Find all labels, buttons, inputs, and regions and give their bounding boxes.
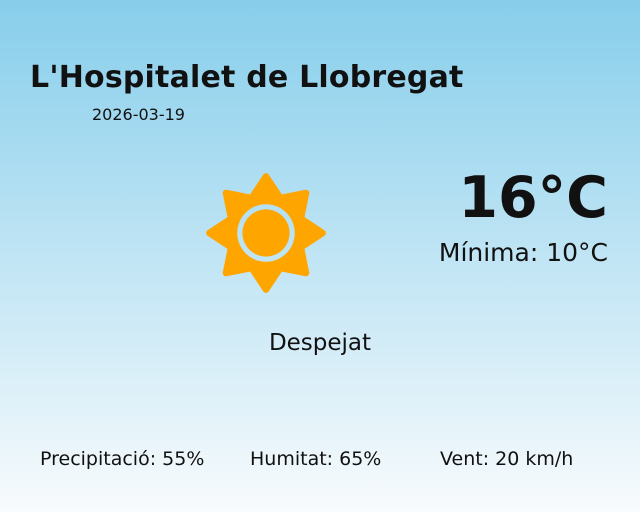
stats-row: Precipitació: 55% Humitat: 65% Vent: 20 …	[0, 448, 640, 472]
sun-icon	[200, 167, 332, 299]
wind-stat: Vent: 20 km/h	[440, 448, 574, 470]
temperature-block: 16°C Mínima: 10°C	[439, 166, 608, 268]
location-title: L'Hospitalet de Llobregat	[30, 60, 464, 95]
forecast-date: 2026-03-19	[92, 105, 185, 124]
condition-label: Despejat	[268, 330, 372, 356]
humidity-stat: Humitat: 65%	[250, 448, 382, 470]
current-temperature: 16°C	[458, 165, 608, 231]
minimum-temperature: Mínima: 10°C	[438, 238, 608, 267]
precipitation-stat: Precipitació: 55%	[40, 448, 205, 470]
